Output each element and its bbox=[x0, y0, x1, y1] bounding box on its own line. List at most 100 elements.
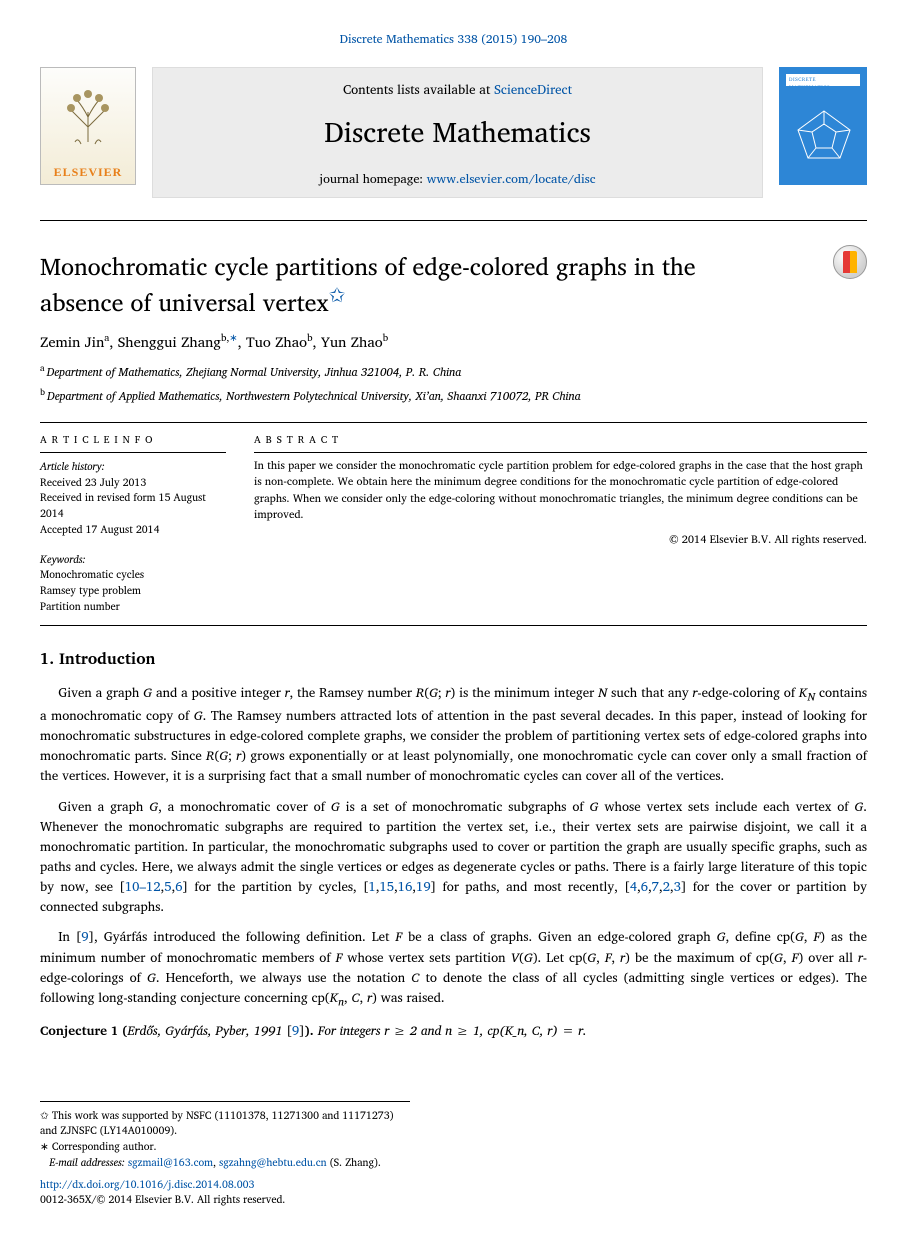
ref-10-12[interactable]: 10–12 bbox=[125, 875, 161, 897]
elsevier-tree-icon bbox=[41, 68, 135, 165]
article-info: A R T I C L E I N F O Article history: R… bbox=[40, 423, 240, 625]
cover-graph-icon bbox=[790, 106, 858, 161]
journal-banner: ELSEVIER Contents lists available at Sci… bbox=[40, 67, 867, 198]
t: was raised. bbox=[377, 986, 445, 1008]
affil-b-sup: b bbox=[40, 384, 45, 399]
contents-line: Contents lists available at ScienceDirec… bbox=[343, 78, 572, 100]
ref-16[interactable]: 16 bbox=[398, 875, 413, 897]
ref-9a[interactable]: 9 bbox=[81, 925, 88, 947]
author-4-affil: b bbox=[383, 330, 389, 346]
conjecture: Conjecture 1 (Erdős, Gyárfás, Pyber, 199… bbox=[40, 1020, 867, 1040]
section-heading-intro: 1. Introduction bbox=[40, 646, 867, 672]
conj-head: Conjecture 1 bbox=[40, 1019, 122, 1041]
t: ] for the partition by cycles, [ bbox=[183, 875, 369, 897]
t: be a class of graphs. Given an edge-colo… bbox=[402, 925, 717, 947]
author-4: Yun Zhao bbox=[321, 331, 383, 354]
affil-a-sup: a bbox=[40, 360, 45, 375]
t: , define bbox=[726, 925, 777, 947]
article-info-heading: A R T I C L E I N F O bbox=[40, 433, 226, 448]
abstract-text: In this paper we consider the monochroma… bbox=[254, 457, 867, 523]
funding-note: This work was supported by NSFC (1110137… bbox=[40, 1108, 410, 1140]
email-1[interactable]: sgzmail@163.com bbox=[128, 1153, 213, 1171]
ref-15[interactable]: 15 bbox=[379, 875, 394, 897]
ref-6[interactable]: 6 bbox=[175, 875, 182, 897]
t: ] for paths, and most recently, [ bbox=[431, 875, 630, 897]
para-1: Given a graph G and a positive integer r… bbox=[40, 682, 867, 786]
email-tail: (S. Zhang). bbox=[327, 1153, 381, 1171]
email-line: E-mail addresses: sgzmail@163.com, sgzah… bbox=[40, 1155, 410, 1171]
sciencedirect-link[interactable]: ScienceDirect bbox=[494, 78, 572, 100]
ref-2[interactable]: 2 bbox=[663, 875, 670, 897]
sep: , bbox=[238, 331, 246, 354]
title-footnote-mark: ✩ bbox=[329, 278, 346, 311]
sep: , bbox=[109, 331, 117, 354]
body-text: Given a graph G and a positive integer r… bbox=[40, 682, 867, 1041]
abstract-heading: A B S T R A C T bbox=[254, 433, 867, 453]
affil-b-text: Department of Applied Mathematics, North… bbox=[47, 387, 581, 406]
t: Given a graph bbox=[58, 795, 149, 817]
para-3: In [9], Gyárfás introduced the following… bbox=[40, 926, 867, 1010]
ref-4[interactable]: 4 bbox=[630, 875, 637, 897]
author-3: Tuo Zhao bbox=[246, 331, 307, 354]
t: whose vertex sets include each vertex of bbox=[598, 795, 854, 817]
author-2-corr: ∗ bbox=[229, 330, 237, 346]
t: and a positive integer bbox=[152, 681, 285, 703]
email-label: E-mail addresses: bbox=[49, 1153, 128, 1171]
conj-cite-close: ). bbox=[305, 1019, 314, 1041]
t: over all bbox=[803, 946, 858, 968]
t: , a monochromatic cover of bbox=[158, 795, 331, 817]
ref-5[interactable]: 5 bbox=[164, 875, 171, 897]
running-head: Discrete Mathematics 338 (2015) 190–208 bbox=[40, 30, 867, 49]
conj-body: For integers r ≥ 2 and n ≥ 1, cp(K_n, C,… bbox=[314, 1019, 587, 1041]
ref-7[interactable]: 7 bbox=[652, 875, 659, 897]
author-2: Shenggui Zhang bbox=[118, 331, 221, 354]
conj-cite-text: Erdős, Gyárfás, Pyber, 1991 bbox=[127, 1019, 286, 1041]
ref-3[interactable]: 3 bbox=[674, 875, 681, 897]
affil-a-text: Department of Mathematics, Zhejiang Norm… bbox=[47, 363, 462, 382]
contents-prefix: Contents lists available at bbox=[343, 78, 494, 100]
affiliation-b: bDepartment of Applied Mathematics, Nort… bbox=[40, 384, 867, 406]
sep: , bbox=[313, 331, 321, 354]
journal-title: Discrete Mathematics bbox=[324, 110, 591, 155]
banner-center: Contents lists available at ScienceDirec… bbox=[152, 67, 763, 198]
t: is the minimum integer bbox=[455, 681, 598, 703]
footnotes: This work was supported by NSFC (1110137… bbox=[40, 1101, 410, 1209]
t: , the Ramsey number bbox=[290, 681, 416, 703]
author-2-affil: b, bbox=[221, 330, 229, 346]
meta-row: A R T I C L E I N F O Article history: R… bbox=[40, 422, 867, 626]
t: such that any bbox=[607, 681, 692, 703]
revised: Received in revised form 15 August 2014 bbox=[40, 490, 226, 522]
crossmark-badge[interactable] bbox=[833, 245, 867, 279]
title-line1: Monochromatic cycle partitions of edge-c… bbox=[40, 246, 696, 286]
crossmark-ribbon-icon bbox=[843, 251, 857, 273]
t: be the maximum of bbox=[630, 946, 756, 968]
journal-cover-thumb[interactable]: DISCRETE MATHEMATICS bbox=[779, 67, 867, 185]
t: Given a graph bbox=[58, 681, 143, 703]
keyword-3: Partition number bbox=[40, 599, 226, 615]
t: . Let bbox=[538, 946, 569, 968]
para-2: Given a graph G, a monochromatic cover o… bbox=[40, 796, 867, 917]
paper-title: Monochromatic cycle partitions of edge-c… bbox=[40, 251, 867, 318]
homepage-prefix: journal homepage: bbox=[319, 169, 426, 189]
elsevier-wordmark: ELSEVIER bbox=[54, 165, 123, 180]
banner-rule bbox=[40, 220, 867, 221]
abstract: A B S T R A C T In this paper we conside… bbox=[240, 423, 867, 625]
cover-label: DISCRETE MATHEMATICS bbox=[786, 74, 860, 86]
email-2[interactable]: sgzahng@hebtu.edu.cn bbox=[219, 1153, 327, 1171]
abstract-copyright: © 2014 Elsevier B.V. All rights reserved… bbox=[254, 531, 867, 548]
title-line2: absence of universal vertex bbox=[40, 282, 329, 322]
ref-1[interactable]: 1 bbox=[369, 875, 376, 897]
homepage-line: journal homepage: www.elsevier.com/locat… bbox=[319, 169, 595, 189]
journal-homepage-link[interactable]: www.elsevier.com/locate/disc bbox=[427, 169, 596, 189]
ref-19[interactable]: 19 bbox=[416, 875, 431, 897]
elsevier-logo[interactable]: ELSEVIER bbox=[40, 67, 136, 185]
t: whose vertex sets partition bbox=[342, 946, 510, 968]
issn-line: 0012-365X/© 2014 Elsevier B.V. All right… bbox=[40, 1192, 410, 1208]
authors: Zemin Jina, Shenggui Zhangb,∗, Tuo Zhaob… bbox=[40, 330, 867, 354]
author-1: Zemin Jin bbox=[40, 331, 104, 354]
accepted: Accepted 17 August 2014 bbox=[40, 522, 226, 538]
t: In [ bbox=[58, 925, 81, 947]
t: . Henceforth, we always use the notation bbox=[156, 966, 411, 988]
t: is a set of monochromatic subgraphs of bbox=[340, 795, 590, 817]
ref-6b[interactable]: 6 bbox=[641, 875, 648, 897]
